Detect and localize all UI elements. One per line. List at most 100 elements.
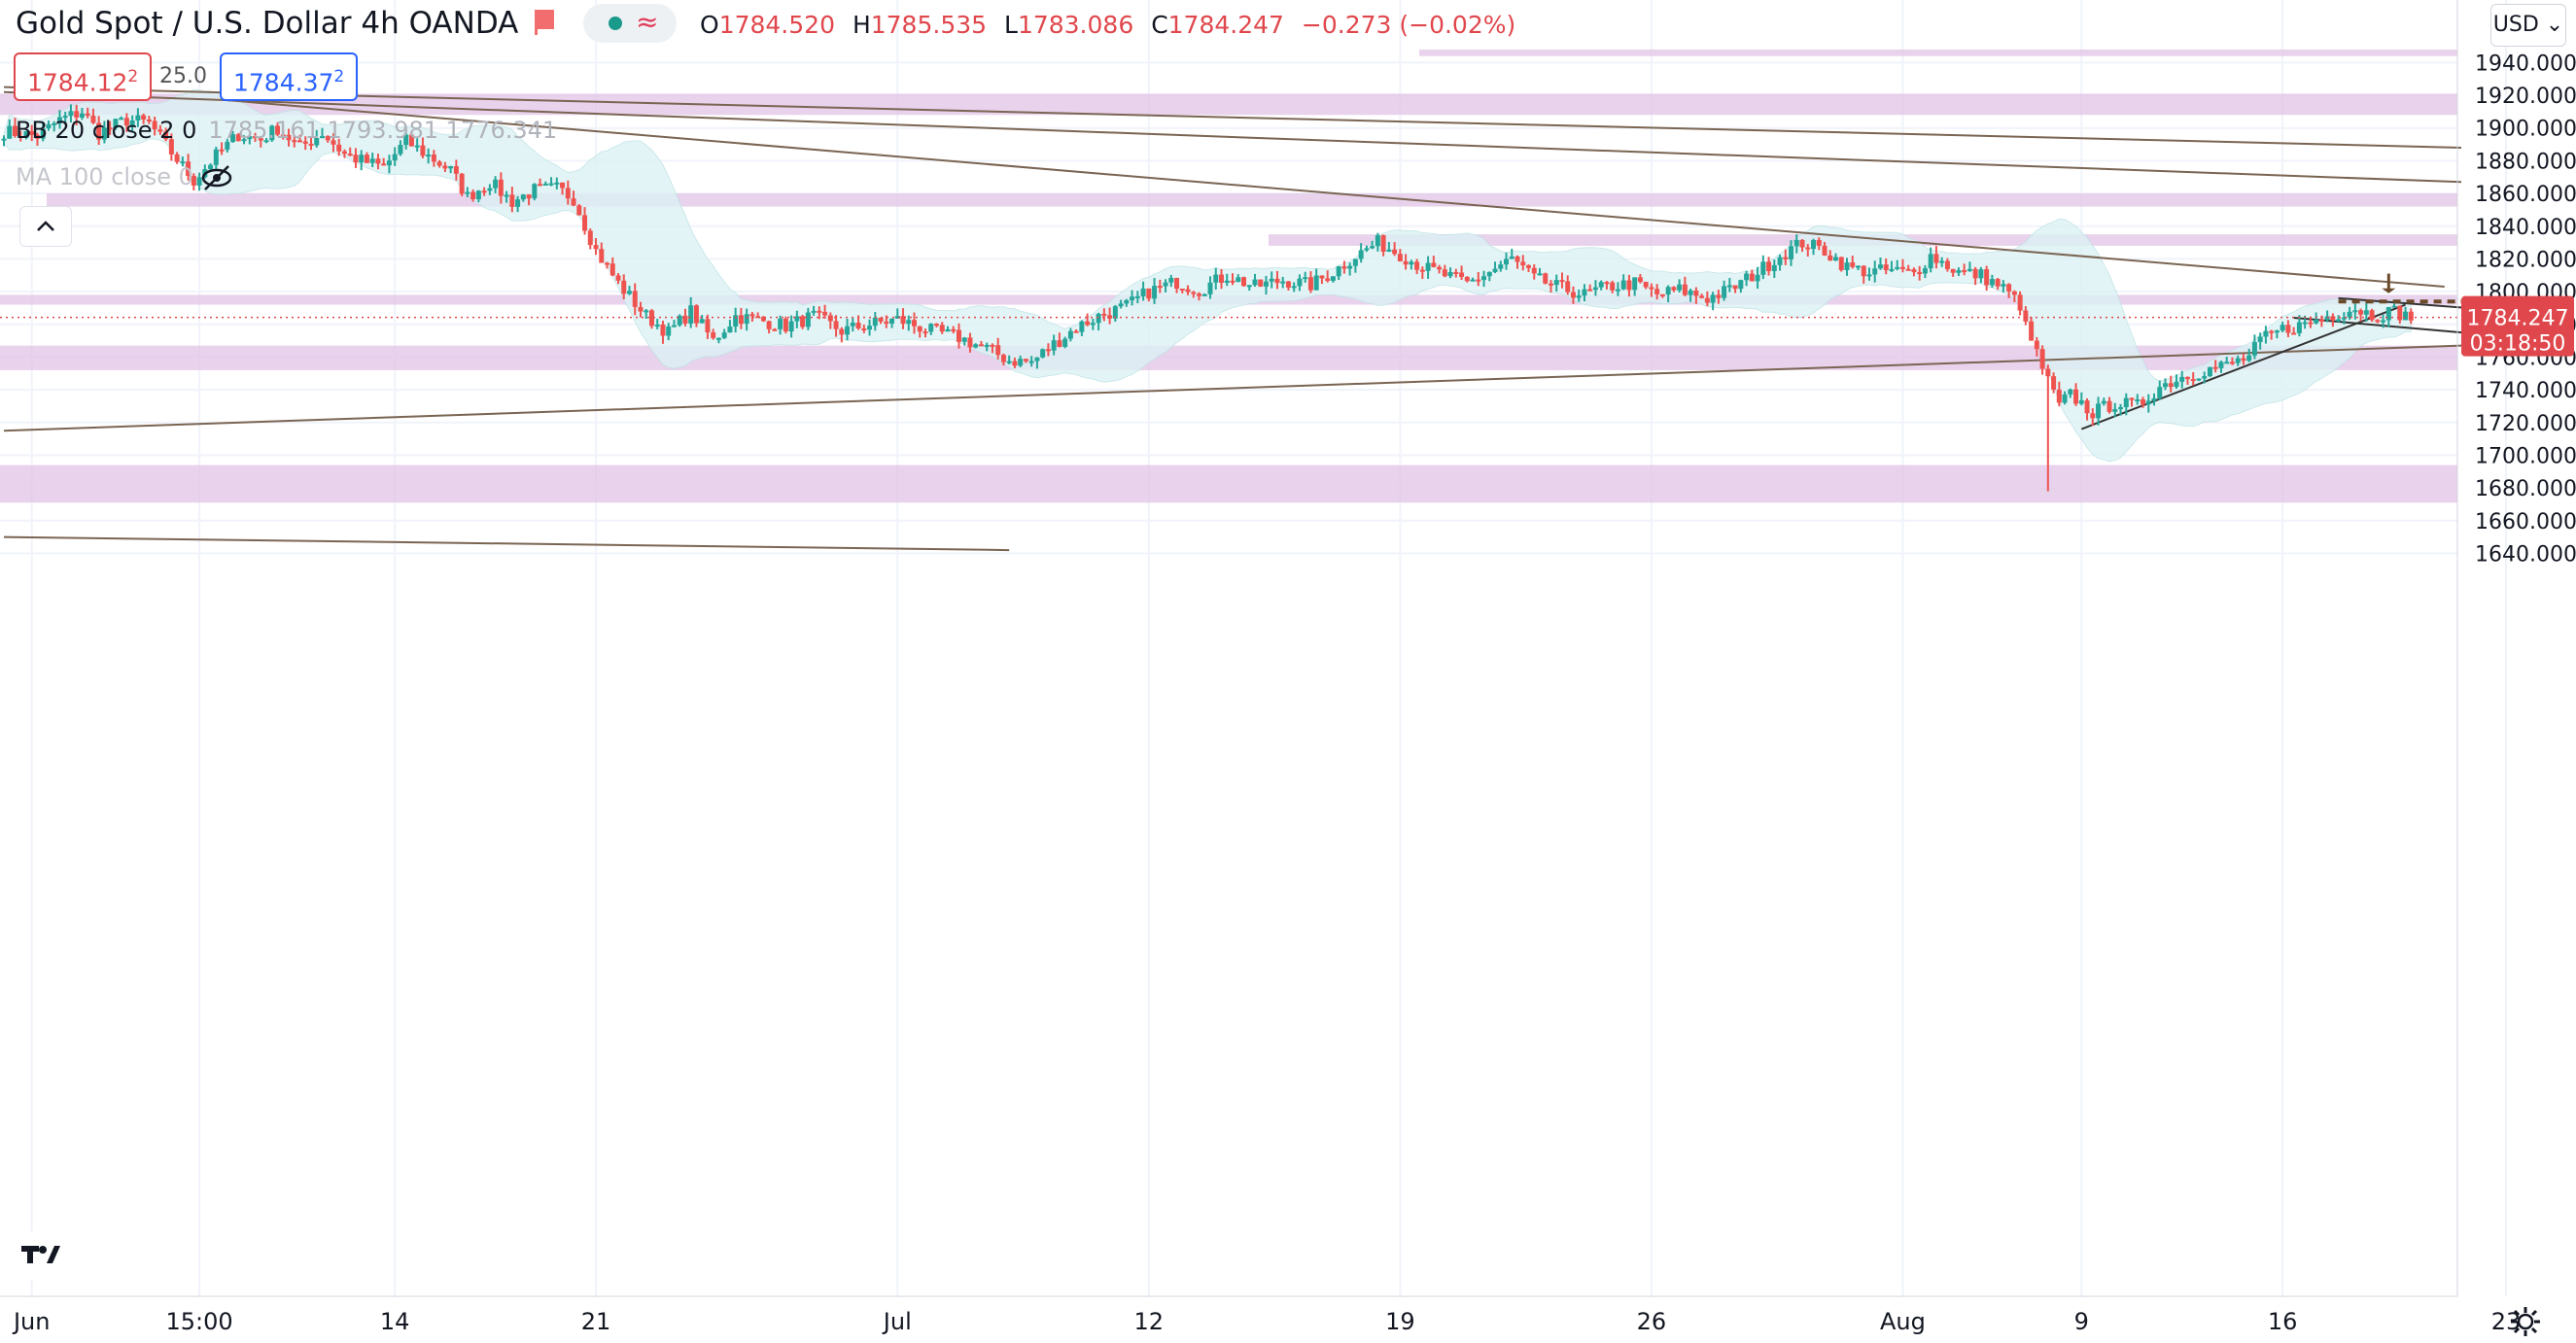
sell-button[interactable]: 1784.122: [14, 52, 153, 101]
market-status-badge[interactable]: ≈: [583, 4, 677, 43]
candle-body: [1409, 261, 1414, 265]
candle-body: [2385, 307, 2391, 321]
flag-icon[interactable]: [535, 10, 554, 35]
candle-body: [682, 315, 688, 325]
candle-body: [2330, 316, 2336, 321]
candle-body: [1553, 280, 1559, 286]
bb-label: BB 20 close 2 0: [16, 117, 197, 144]
candle-body: [1168, 277, 1174, 283]
candle-body: [894, 316, 900, 319]
candle-body: [1682, 284, 1688, 295]
high-value: 1785.535: [870, 11, 988, 39]
candle-body: [2168, 383, 2174, 388]
candle-body: [1347, 265, 1353, 269]
candle-body: [1565, 281, 1571, 293]
candle-body: [1861, 265, 1866, 277]
candle-body: [951, 328, 957, 331]
candle-body: [2096, 403, 2102, 419]
candle-body: [1844, 262, 1850, 270]
candle-body: [2090, 413, 2096, 419]
candle-body: [2039, 349, 2045, 369]
close-key: C: [1151, 11, 1168, 39]
candle-body: [571, 198, 576, 206]
currency-button[interactable]: USD ⌄: [2490, 4, 2566, 47]
candle-body: [1313, 275, 1319, 291]
candle-body: [1, 138, 7, 141]
candle-body: [1637, 277, 1643, 283]
candle-body: [1671, 287, 1677, 291]
candle-body: [1688, 290, 1693, 295]
candle-body: [1481, 276, 1487, 281]
candle-body: [1486, 271, 1492, 277]
candle-body: [1240, 277, 1246, 287]
candle-body: [442, 165, 448, 169]
buy-button[interactable]: 1784.372: [220, 52, 359, 101]
candle-body: [1263, 281, 1269, 287]
eye-hidden-icon[interactable]: [200, 163, 233, 192]
collapse-legend-button[interactable]: [19, 206, 72, 247]
bb-indicator-legend[interactable]: BB 20 close 2 0 1785.161 1793.981 1776.34…: [16, 117, 557, 144]
ma-indicator-legend[interactable]: MA 100 close 0: [16, 163, 193, 190]
candle-body: [2045, 368, 2051, 377]
chevron-down-icon: ⌄: [2545, 13, 2564, 37]
wave-icon: ≈: [636, 6, 659, 38]
candle-body: [928, 324, 934, 332]
candle-body: [1514, 256, 1520, 262]
y-tick-label: 1820.000: [2475, 248, 2576, 272]
candle-body: [1090, 323, 1096, 326]
candle-body: [101, 127, 107, 140]
tradingview-logo[interactable]: [12, 1230, 70, 1281]
candle-body: [1526, 265, 1532, 268]
y-tick-label: 1840.000: [2475, 216, 2576, 240]
candle-body: [459, 173, 465, 194]
candle-body: [408, 134, 414, 147]
candle-body: [1766, 261, 1772, 272]
candle-body: [398, 145, 403, 155]
candle-body: [1146, 288, 1152, 299]
price-axis[interactable]: 1940.000 1920.000 1900.000 1880.000 1860.000…: [2456, 0, 2576, 1296]
candle-body: [711, 332, 716, 338]
candle-body: [1626, 280, 1632, 291]
candle-body: [1307, 277, 1313, 291]
candle-body: [666, 326, 672, 336]
bb-values: 1785.161 1793.981 1776.341: [208, 117, 558, 144]
y-tick-label: 1740.000: [2475, 379, 2576, 403]
gear-icon[interactable]: [2508, 1304, 2543, 1339]
candle-body: [721, 332, 727, 338]
candle-body: [347, 154, 353, 156]
candle-body: [961, 337, 967, 342]
candle-body: [654, 324, 660, 327]
candle-body: [867, 326, 873, 330]
candle-body: [1358, 250, 1364, 259]
candle-body: [1520, 261, 1526, 266]
candle-body: [2403, 311, 2409, 321]
candle-body: [1895, 266, 1900, 269]
candle-body: [1956, 270, 1962, 273]
time-axis[interactable]: Jun 15:00 14 21 Jul 12 19 26 Aug 9 16 23: [0, 1295, 2521, 1335]
symbol-title[interactable]: Gold Spot / U.S. Dollar 4h OANDA: [16, 6, 519, 41]
candle-body: [855, 323, 861, 328]
candle-body: [2078, 400, 2084, 404]
candle-body: [1330, 276, 1336, 281]
candle-body: [1179, 289, 1185, 292]
candle-body: [1760, 261, 1766, 275]
candle-body: [576, 205, 582, 216]
candle-body: [1659, 293, 1665, 296]
candle-body: [2408, 311, 2414, 321]
candle-body: [615, 275, 621, 281]
candle-body: [1319, 275, 1325, 279]
countdown-label: 03:18:50: [2470, 332, 2566, 357]
candle-body: [1665, 287, 1671, 295]
candle-body: [1057, 340, 1062, 347]
candle-body: [922, 331, 928, 334]
candle-body: [912, 320, 918, 327]
candle-body: [1548, 283, 1553, 286]
candle-body: [945, 328, 951, 332]
candle-body: [331, 140, 336, 145]
candle-body: [1464, 277, 1470, 282]
candle-body: [431, 155, 436, 162]
candle-body: [822, 311, 828, 316]
candle-body: [1922, 268, 1928, 274]
candle-body: [1258, 279, 1264, 287]
